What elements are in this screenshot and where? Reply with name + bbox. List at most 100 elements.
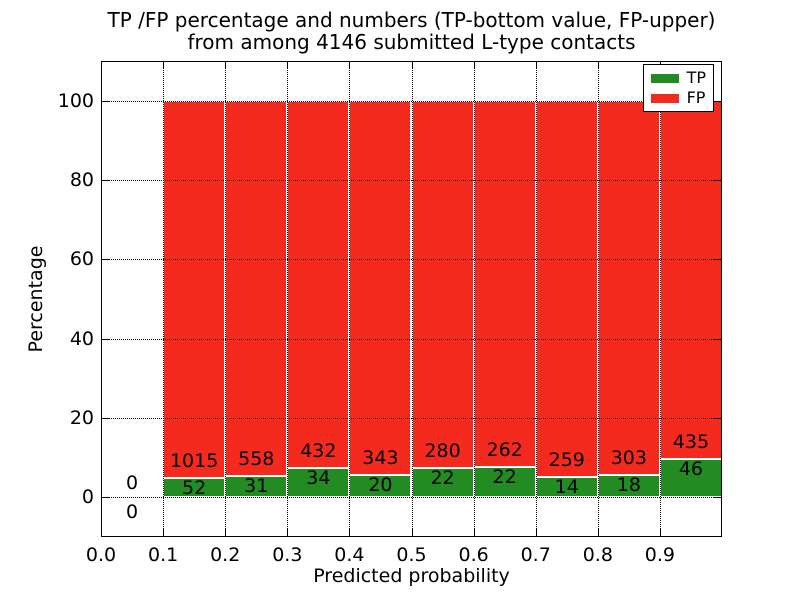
fp-count-label: 343	[362, 447, 399, 470]
x-tick-top	[411, 61, 413, 69]
fp-bar-segment	[597, 100, 660, 476]
y-tick-right	[714, 338, 722, 340]
fp-count-label: 303	[610, 447, 647, 470]
y-tick-right	[714, 180, 722, 181]
x-gridline	[473, 61, 475, 537]
x-tick-label: 0.3	[272, 544, 303, 566]
tp-count-label: 22	[430, 467, 455, 490]
x-tick-label: 0.2	[210, 544, 241, 566]
y-tick-label: 0	[81, 486, 94, 509]
x-tick-label: 0.6	[458, 544, 489, 566]
x-tick-label: 0.5	[396, 544, 427, 566]
tp-count-label: 52	[182, 477, 207, 499]
x-tick-label: 0.4	[334, 544, 365, 566]
x-tick-top	[287, 61, 289, 69]
y-tick-label: 40	[69, 327, 94, 350]
legend-item-fp: FP	[650, 88, 706, 108]
tp-count-label: 18	[616, 474, 641, 497]
legend: TP FP	[642, 64, 714, 112]
x-tick-label: 0.1	[147, 544, 179, 566]
y-tick-left	[101, 418, 109, 419]
y-tick-right	[714, 100, 722, 102]
x-tick-top	[473, 61, 475, 69]
x-gridline	[597, 61, 599, 537]
fp-bar-segment	[535, 100, 598, 477]
chart-title-line-1: TP /FP percentage and numbers (TP-bottom…	[107, 8, 716, 32]
x-gridline	[287, 61, 289, 537]
chart-title-line-2: from among 4146 submitted L-type contact…	[187, 30, 636, 54]
x-tick-bottom	[597, 529, 599, 537]
fp-count-label: 262	[486, 438, 523, 461]
y-tick-label: 60	[69, 248, 94, 271]
fp-count-label: 432	[300, 440, 337, 463]
fp-bar-segment	[163, 100, 226, 478]
x-tick-top	[349, 61, 351, 69]
x-tick-label: 0.0	[85, 544, 117, 566]
x-tick-bottom	[225, 529, 227, 537]
x-gridline	[411, 61, 413, 537]
y-tick-right	[714, 259, 722, 261]
y-tick-left	[101, 259, 109, 261]
fp-bar-segment	[349, 100, 412, 476]
tp-color-swatch	[650, 73, 679, 83]
fp-count-label: 1015	[169, 450, 219, 472]
tp-count-label: 0	[126, 501, 139, 524]
y-tick-right	[714, 418, 722, 419]
tp-count-label: 20	[368, 474, 393, 497]
tp-count-label: 22	[492, 465, 517, 488]
fp-count-label: 280	[424, 440, 461, 463]
legend-item-tp: TP	[650, 68, 706, 88]
x-tick-bottom	[659, 529, 661, 537]
x-tick-bottom	[287, 529, 289, 537]
x-tick-top	[535, 61, 537, 69]
fp-bar-segment	[473, 100, 536, 467]
x-tick-bottom	[349, 529, 351, 537]
fp-bar-segment	[287, 100, 350, 469]
fp-bar-segment	[411, 100, 474, 469]
y-tick-left	[101, 180, 109, 181]
tp-count-label: 31	[244, 475, 269, 498]
x-tick-bottom	[473, 529, 475, 537]
tp-count-label: 46	[678, 458, 704, 481]
x-axis-label: Predicted probability	[313, 565, 510, 587]
x-tick-top	[163, 61, 165, 69]
chart-title: TP /FP percentage and numbers (TP-bottom…	[101, 9, 722, 53]
x-gridline	[163, 61, 165, 537]
fp-bar-segment	[225, 100, 288, 477]
y-axis-label: Percentage	[25, 245, 47, 353]
fp-bar-segment	[659, 100, 722, 460]
fp-color-swatch	[650, 93, 679, 103]
x-tick-bottom	[411, 529, 413, 537]
x-tick-label: 0.8	[582, 544, 613, 566]
x-gridline	[535, 61, 537, 537]
x-tick-bottom	[535, 529, 537, 537]
fp-count-label: 435	[672, 431, 710, 454]
y-tick-left	[101, 100, 109, 102]
y-tick-label: 80	[69, 169, 94, 191]
x-tick-label: 0.9	[644, 544, 675, 566]
plot-area: 0 20 40 60 80 100 0.0 0.1 0.2 0.3 0.4 0.5 0.6 0.7 0.8 0…	[58, 61, 722, 566]
x-tick-label: 0.7	[520, 544, 551, 566]
y-tick-label: 100	[57, 89, 94, 112]
x-tick-top	[101, 61, 102, 69]
y-tick-left	[101, 497, 109, 499]
tp-legend-label: TP	[686, 68, 706, 87]
tp-count-label: 34	[306, 467, 331, 490]
tp-count-label: 14	[554, 475, 579, 498]
y-tick-left	[101, 338, 109, 340]
fp-count-label: 259	[548, 448, 585, 471]
x-tick-bottom	[163, 529, 165, 537]
x-tick-bottom	[101, 529, 102, 537]
y-tick-right	[714, 497, 722, 499]
tp-bar-segment	[473, 466, 536, 498]
x-gridline	[349, 61, 351, 537]
tp-bar-segment	[659, 459, 722, 498]
fp-legend-label: FP	[686, 88, 706, 107]
x-gridline	[225, 61, 227, 537]
x-gridline	[659, 61, 661, 537]
x-tick-top	[597, 61, 599, 69]
y-tick-label: 20	[69, 407, 94, 429]
fp-count-label: 558	[238, 448, 275, 471]
x-tick-top	[225, 61, 227, 69]
